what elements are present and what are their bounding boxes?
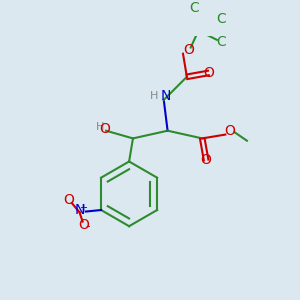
Text: O: O (63, 193, 74, 207)
Text: C: C (217, 12, 226, 26)
Text: O: O (203, 66, 214, 80)
Text: H: H (150, 91, 159, 101)
Text: C: C (217, 35, 226, 49)
Text: N: N (161, 89, 171, 103)
Text: O: O (99, 122, 110, 136)
Text: +: + (80, 203, 87, 213)
Text: N: N (74, 203, 85, 217)
Text: O: O (224, 124, 235, 138)
Text: C: C (190, 1, 200, 14)
Text: O: O (184, 43, 195, 57)
Text: O: O (201, 153, 212, 167)
Text: H: H (96, 122, 104, 132)
Text: -: - (85, 220, 89, 233)
Text: O: O (78, 218, 89, 232)
